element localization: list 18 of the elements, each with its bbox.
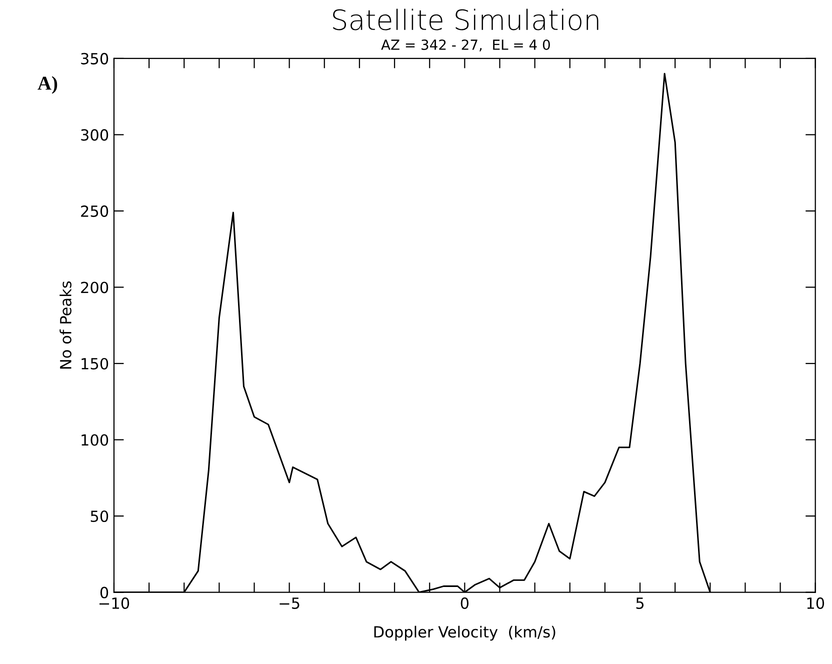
text: A) bbox=[38, 76, 58, 94]
x-tick-label: −5 bbox=[280, 598, 300, 609]
chart-subtitle: AZ = 342 - 27, EL = 4 0 bbox=[381, 39, 550, 52]
y-tick-label: 150 bbox=[82, 358, 108, 370]
x-tick-label: 5 bbox=[636, 598, 644, 609]
y-tick-label: 350 bbox=[81, 52, 108, 64]
y-tick-label: 200 bbox=[81, 282, 108, 294]
y-axis-title: No of Peaks bbox=[60, 281, 72, 369]
x-axis-title: Doppler Velocity (km/s) bbox=[374, 626, 556, 641]
y-tick-label: 250 bbox=[81, 205, 108, 217]
x-tick-label: 0 bbox=[460, 597, 469, 609]
chart-title: Satellite Simulation bbox=[333, 8, 598, 30]
y-tick-label: 0 bbox=[100, 586, 108, 598]
x-tick-label: 10 bbox=[807, 597, 824, 609]
y-tick-label: 300 bbox=[81, 129, 108, 141]
y-tick-label: 50 bbox=[90, 510, 108, 522]
y-tick-label: 100 bbox=[82, 434, 108, 446]
x-tick-label: −10 bbox=[99, 597, 130, 609]
